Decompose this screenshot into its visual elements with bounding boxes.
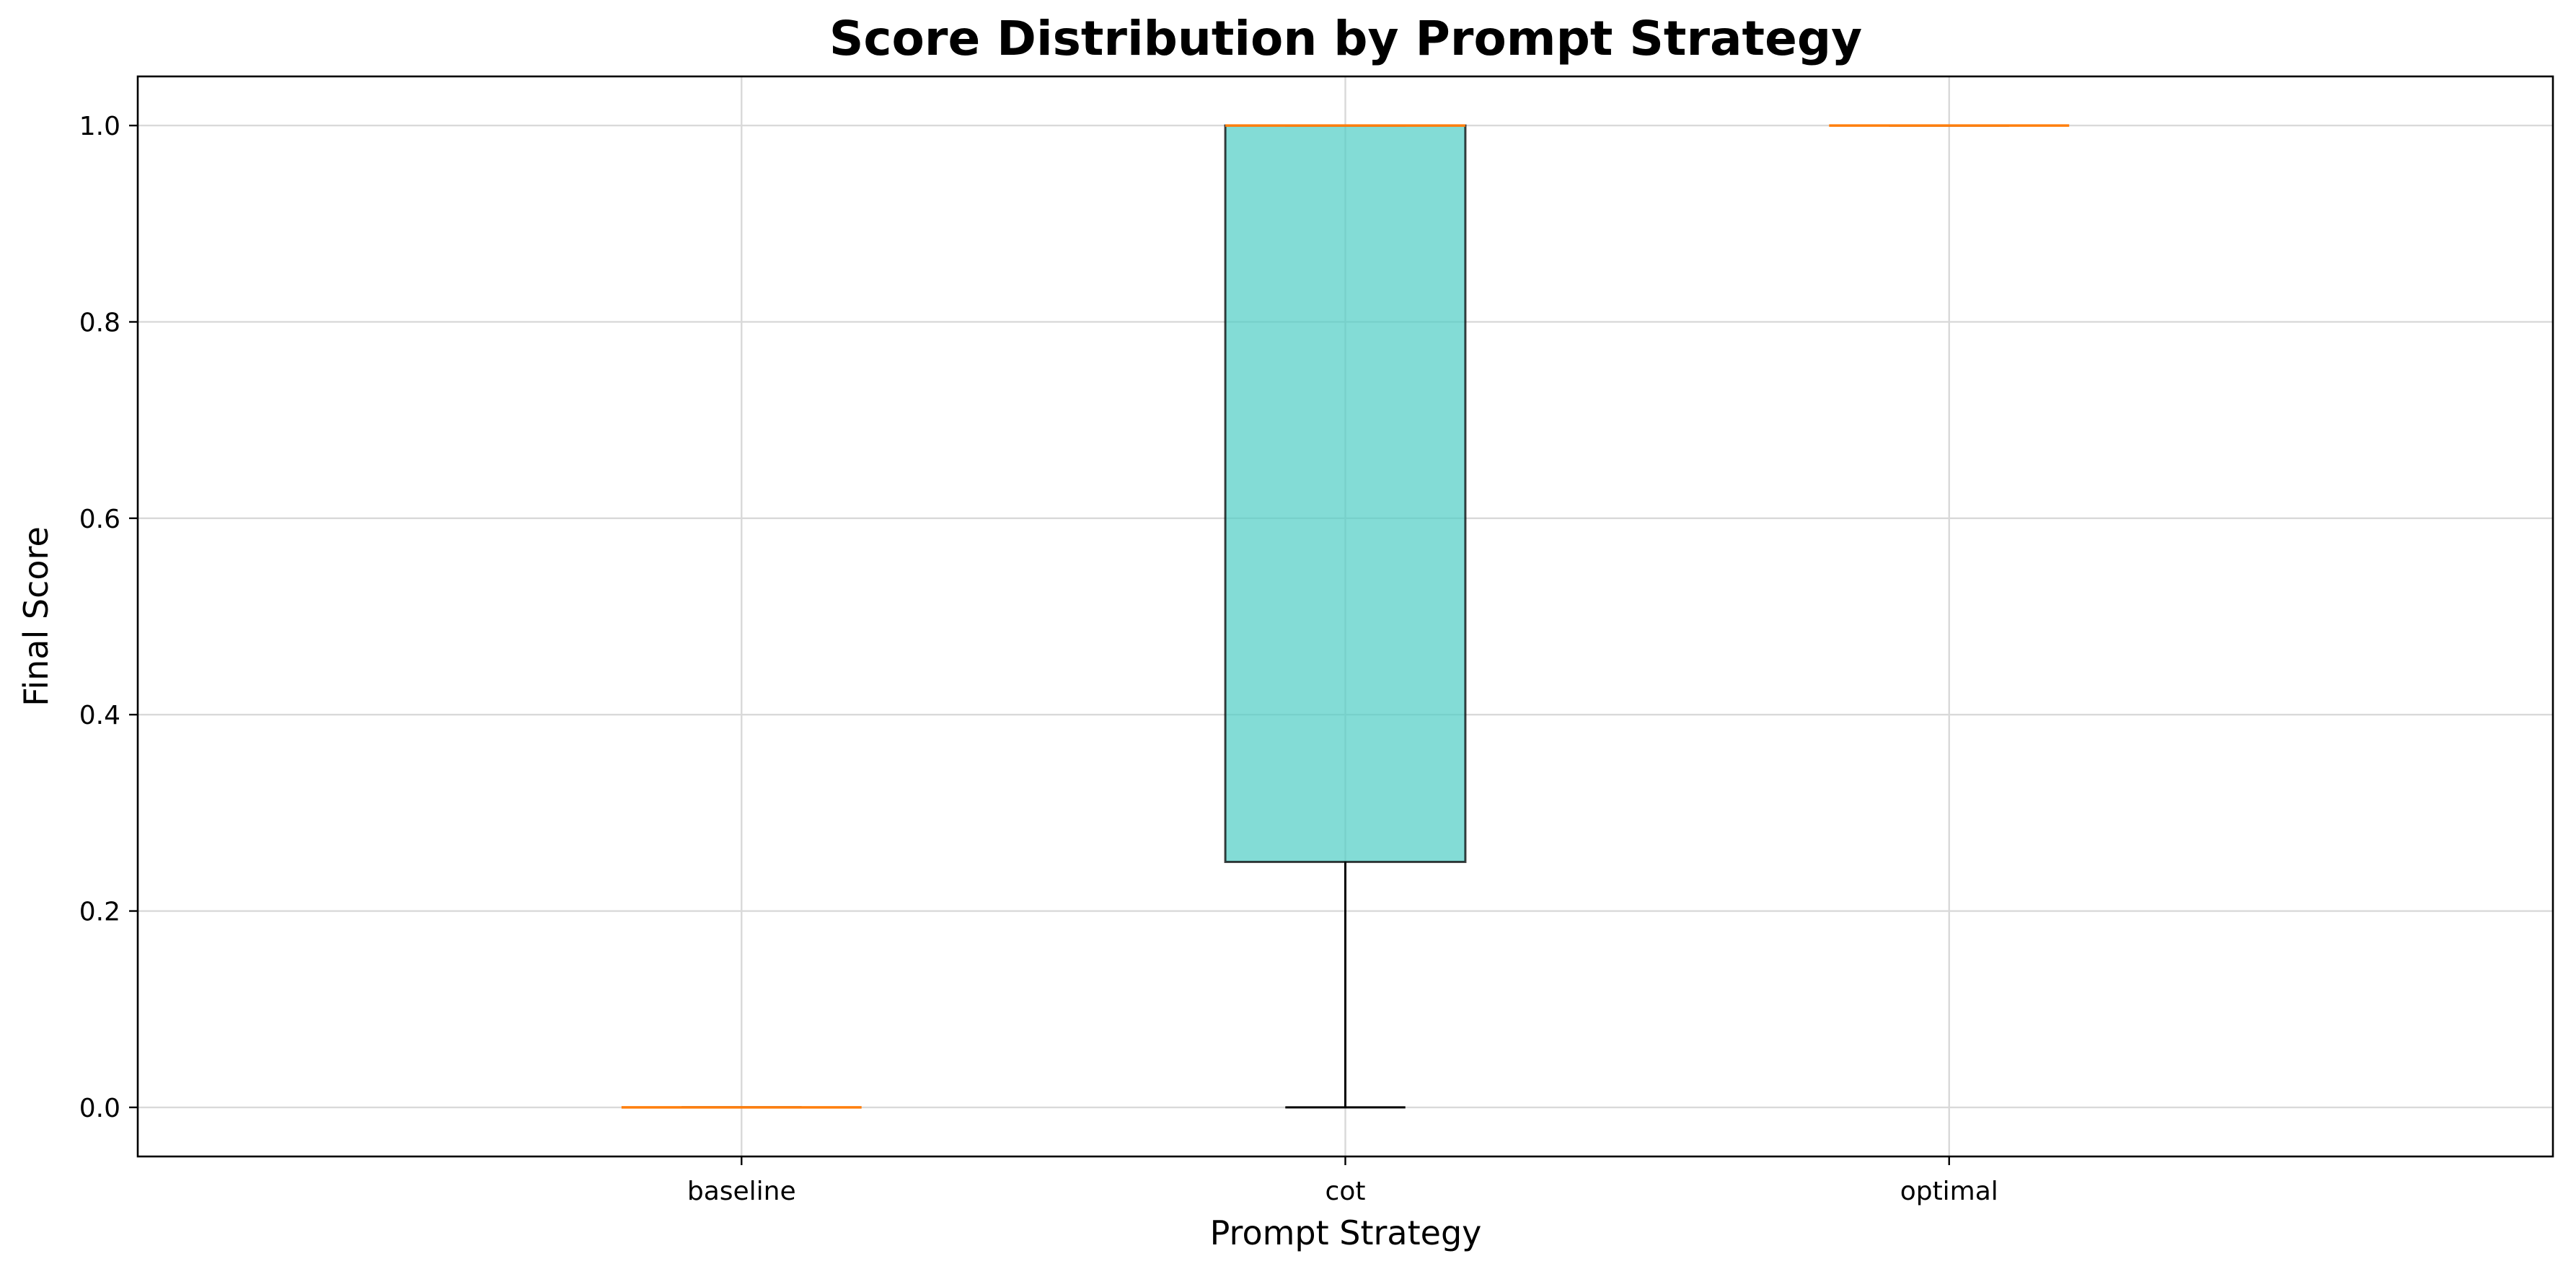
box-cot [1224,124,1467,1109]
box-layer [621,124,2070,1109]
y-tick-label: 0.2 [79,898,120,927]
x-tick-label: baseline [687,1177,796,1206]
x-tick-label: optimal [1900,1177,1998,1206]
y-axis-label: Final Score [17,526,56,706]
box-iqr [1224,124,1467,863]
y-tick-label: 0.4 [79,701,120,730]
y-tick-label: 0.6 [79,505,120,534]
y-tick-label: 0.0 [79,1094,120,1123]
x-tick-label: cot [1326,1177,1366,1206]
chart-title: Score Distribution by Prompt Strategy [829,11,1862,66]
y-tick-label: 0.8 [79,308,120,337]
x-axis-label: Prompt Strategy [1210,1213,1482,1252]
y-tick-label: 1.0 [79,112,120,141]
tick-layer: 0.0 0.2 0.4 0.6 0.8 1.0 baseline cot optimal [79,112,1998,1206]
